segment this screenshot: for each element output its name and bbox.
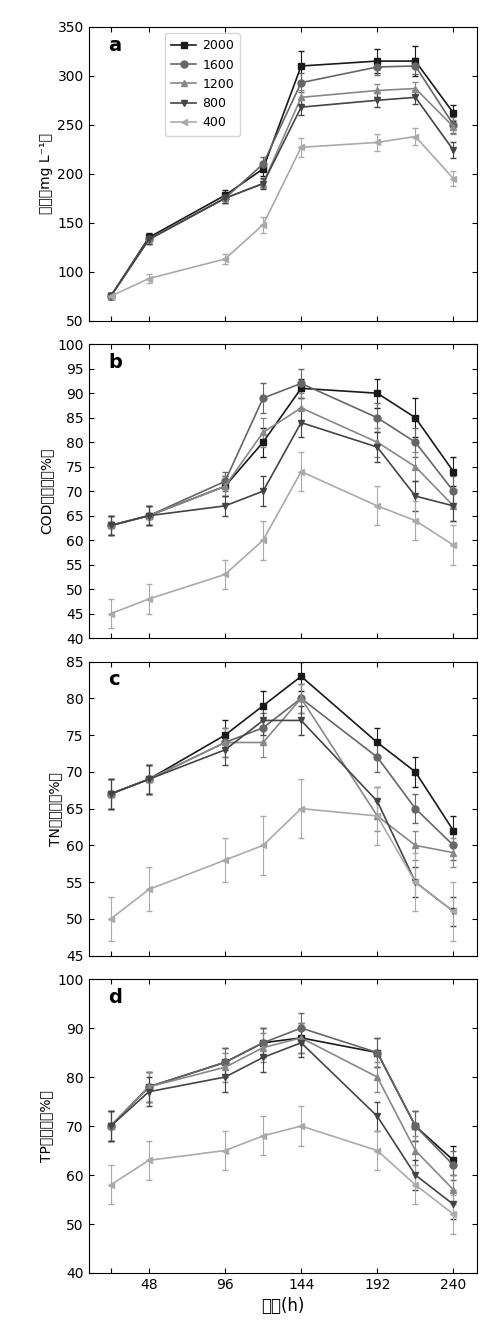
Text: a: a [108,36,121,55]
Y-axis label: TN去除率（%）: TN去除率（%） [48,772,62,846]
Y-axis label: 干重（mg L⁻¹）: 干重（mg L⁻¹） [39,133,53,214]
Y-axis label: COD去除率（%）: COD去除率（%） [39,448,53,535]
Y-axis label: TP去除率（%）: TP去除率（%） [39,1091,53,1162]
Legend: 2000, 1600, 1200, 800, 400: 2000, 1600, 1200, 800, 400 [165,34,241,135]
X-axis label: 时间(h): 时间(h) [261,1297,305,1316]
Text: b: b [108,352,122,373]
Text: d: d [108,988,122,1006]
Text: c: c [108,670,120,690]
